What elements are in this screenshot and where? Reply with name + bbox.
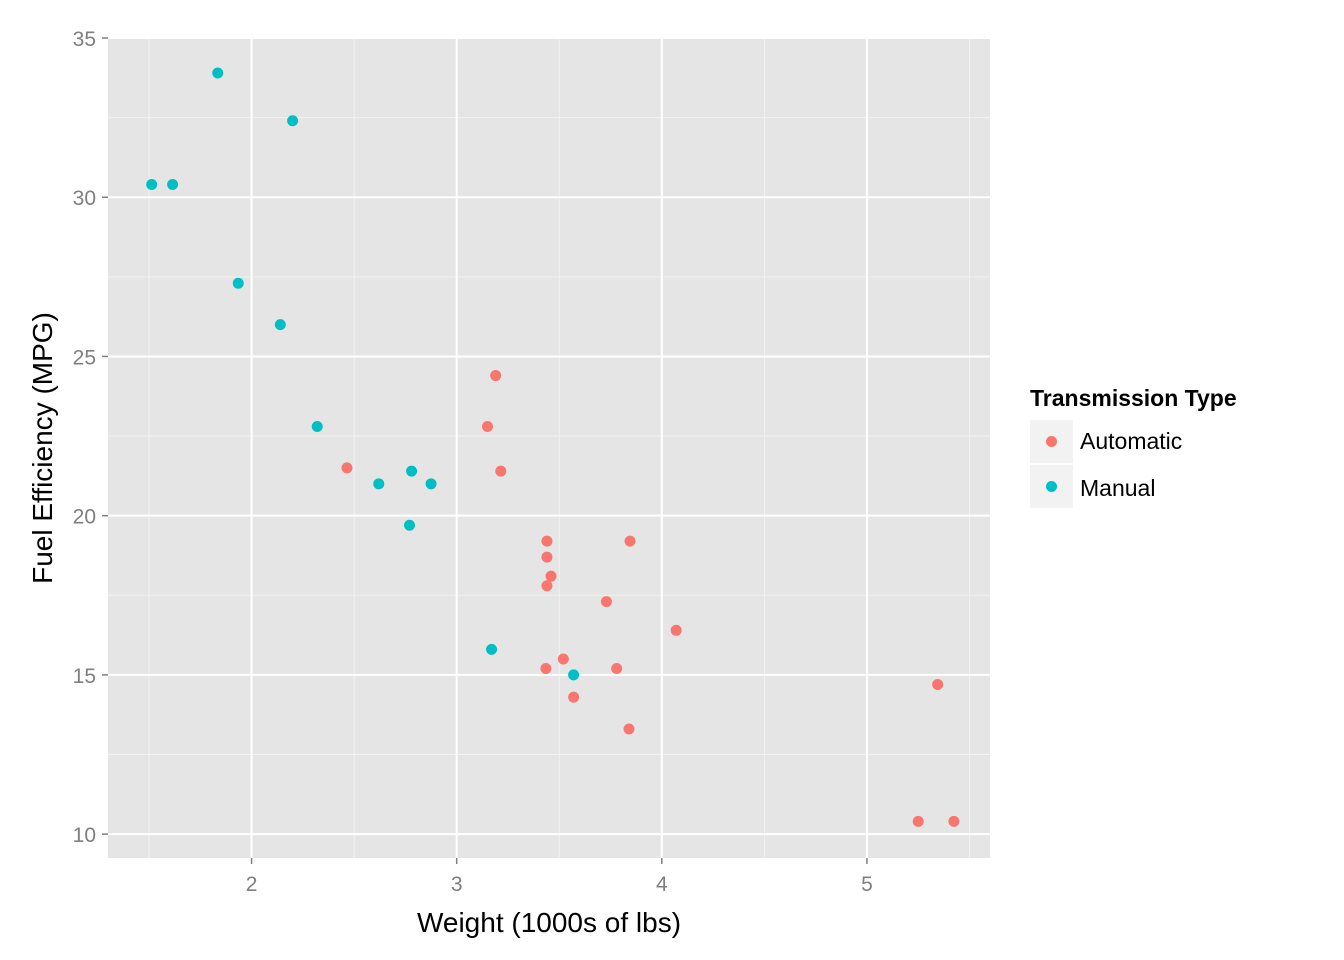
point-manual [287,115,299,127]
point-manual [311,421,323,433]
y-tick-label: 25 [73,346,96,369]
y-tick-label: 35 [73,28,96,51]
legend: Transmission Type Automatic Manual [1030,385,1237,508]
point-manual [425,478,437,490]
point-automatic [611,663,623,675]
point-automatic [341,462,353,474]
point-automatic [481,421,493,433]
point-manual [274,319,286,331]
y-tick-label: 20 [73,506,96,529]
point-automatic [948,815,960,827]
point-manual [167,178,179,190]
point-automatic [600,596,612,608]
y-tick-label: 10 [73,824,96,847]
point-automatic [670,624,682,636]
point-manual [486,643,498,655]
x-axis-title: Weight (1000s of lbs) [417,907,681,938]
major-gridlines [108,37,990,858]
x-tick-label: 2 [246,873,258,896]
point-automatic [568,691,580,703]
legend-marker-automatic [1046,436,1057,447]
point-automatic [540,663,552,675]
point-automatic [495,465,507,477]
point-manual [212,67,224,79]
point-automatic [912,815,924,827]
point-automatic [541,580,553,592]
x-tick-label: 5 [861,873,873,896]
point-automatic [623,723,635,735]
point-automatic [557,653,569,665]
legend-title: Transmission Type [1030,385,1237,411]
point-automatic [545,570,557,582]
point-manual [404,519,416,531]
y-tick-label: 15 [73,665,96,688]
point-manual [568,669,580,681]
axis-tick-labels: 2 3 4 5 10 15 20 25 30 35 [73,28,873,896]
legend-label-manual: Manual [1080,475,1155,501]
point-manual [232,277,244,289]
legend-marker-manual [1046,481,1057,492]
point-manual [146,178,158,190]
point-automatic [541,551,553,563]
axis-ticks [102,37,868,864]
x-tick-label: 4 [656,873,668,896]
point-automatic [624,535,636,547]
legend-label-automatic: Automatic [1080,428,1182,454]
plot-panel [108,38,990,858]
data-points [146,67,960,827]
minor-gridlines [108,38,990,858]
point-manual [406,465,418,477]
point-manual [373,478,385,490]
point-automatic [932,678,944,690]
y-tick-label: 30 [73,187,96,210]
x-tick-label: 3 [451,873,463,896]
y-axis-title: Fuel Efficiency (MPG) [27,312,58,584]
point-automatic [490,370,502,382]
point-automatic [541,535,553,547]
